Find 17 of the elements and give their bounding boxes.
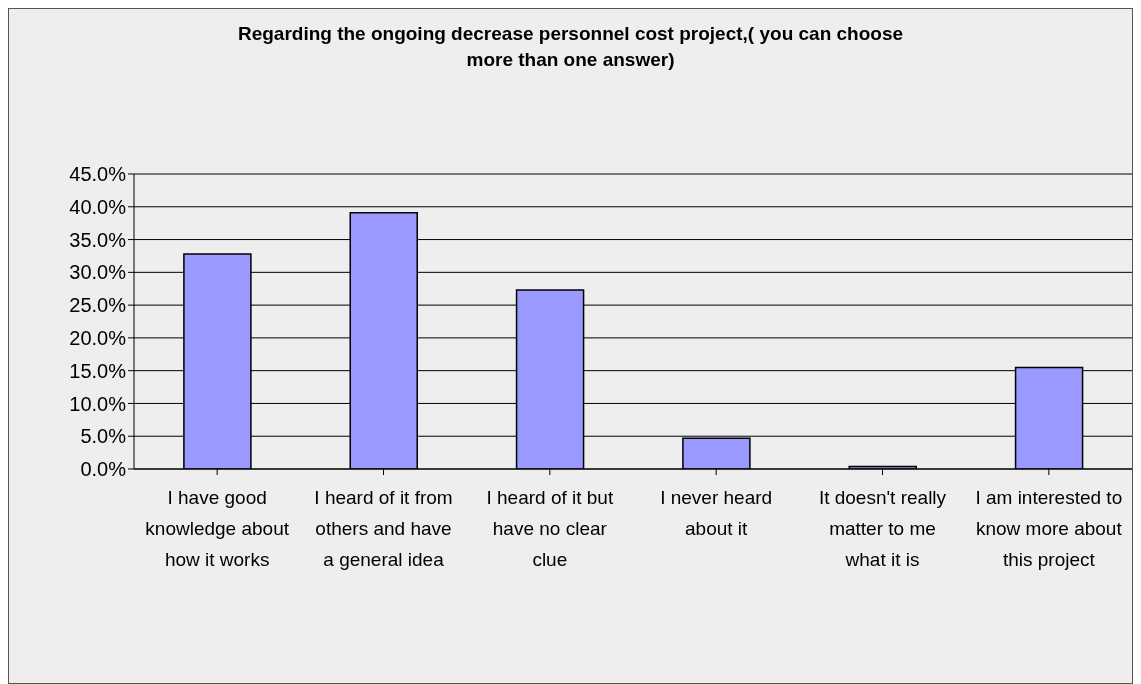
x-tick-label: I heard of it from others and have a general idea bbox=[314, 487, 453, 571]
y-tick-label: 20.0% bbox=[69, 326, 127, 349]
x-tick-label: I never heard about it bbox=[660, 487, 773, 540]
y-tick-label: 15.0% bbox=[69, 359, 127, 382]
x-tick-label: I heard of it but have no clear clue bbox=[486, 487, 614, 571]
x-tick-label: I have good knowledge about how it works bbox=[145, 487, 290, 571]
y-tick-label: 40.0% bbox=[69, 195, 127, 218]
chart-title: Regarding the ongoing decrease personnel cost project,( you can choose more than one answer) bbox=[236, 22, 905, 72]
y-tick-label: 10.0% bbox=[69, 392, 127, 415]
y-tick-label: 0.0% bbox=[80, 458, 127, 481]
y-tick-label: 35.0% bbox=[69, 228, 127, 251]
y-tick-label: 30.0% bbox=[69, 261, 127, 284]
y-tick-label: 5.0% bbox=[80, 425, 127, 448]
y-tick-label: 25.0% bbox=[69, 294, 127, 317]
y-tick-label: 45.0% bbox=[69, 163, 127, 186]
x-tick-label: I am interested to know more about this project bbox=[975, 487, 1123, 571]
x-tick-label: It doesn't really matter to me what it is bbox=[818, 487, 947, 571]
